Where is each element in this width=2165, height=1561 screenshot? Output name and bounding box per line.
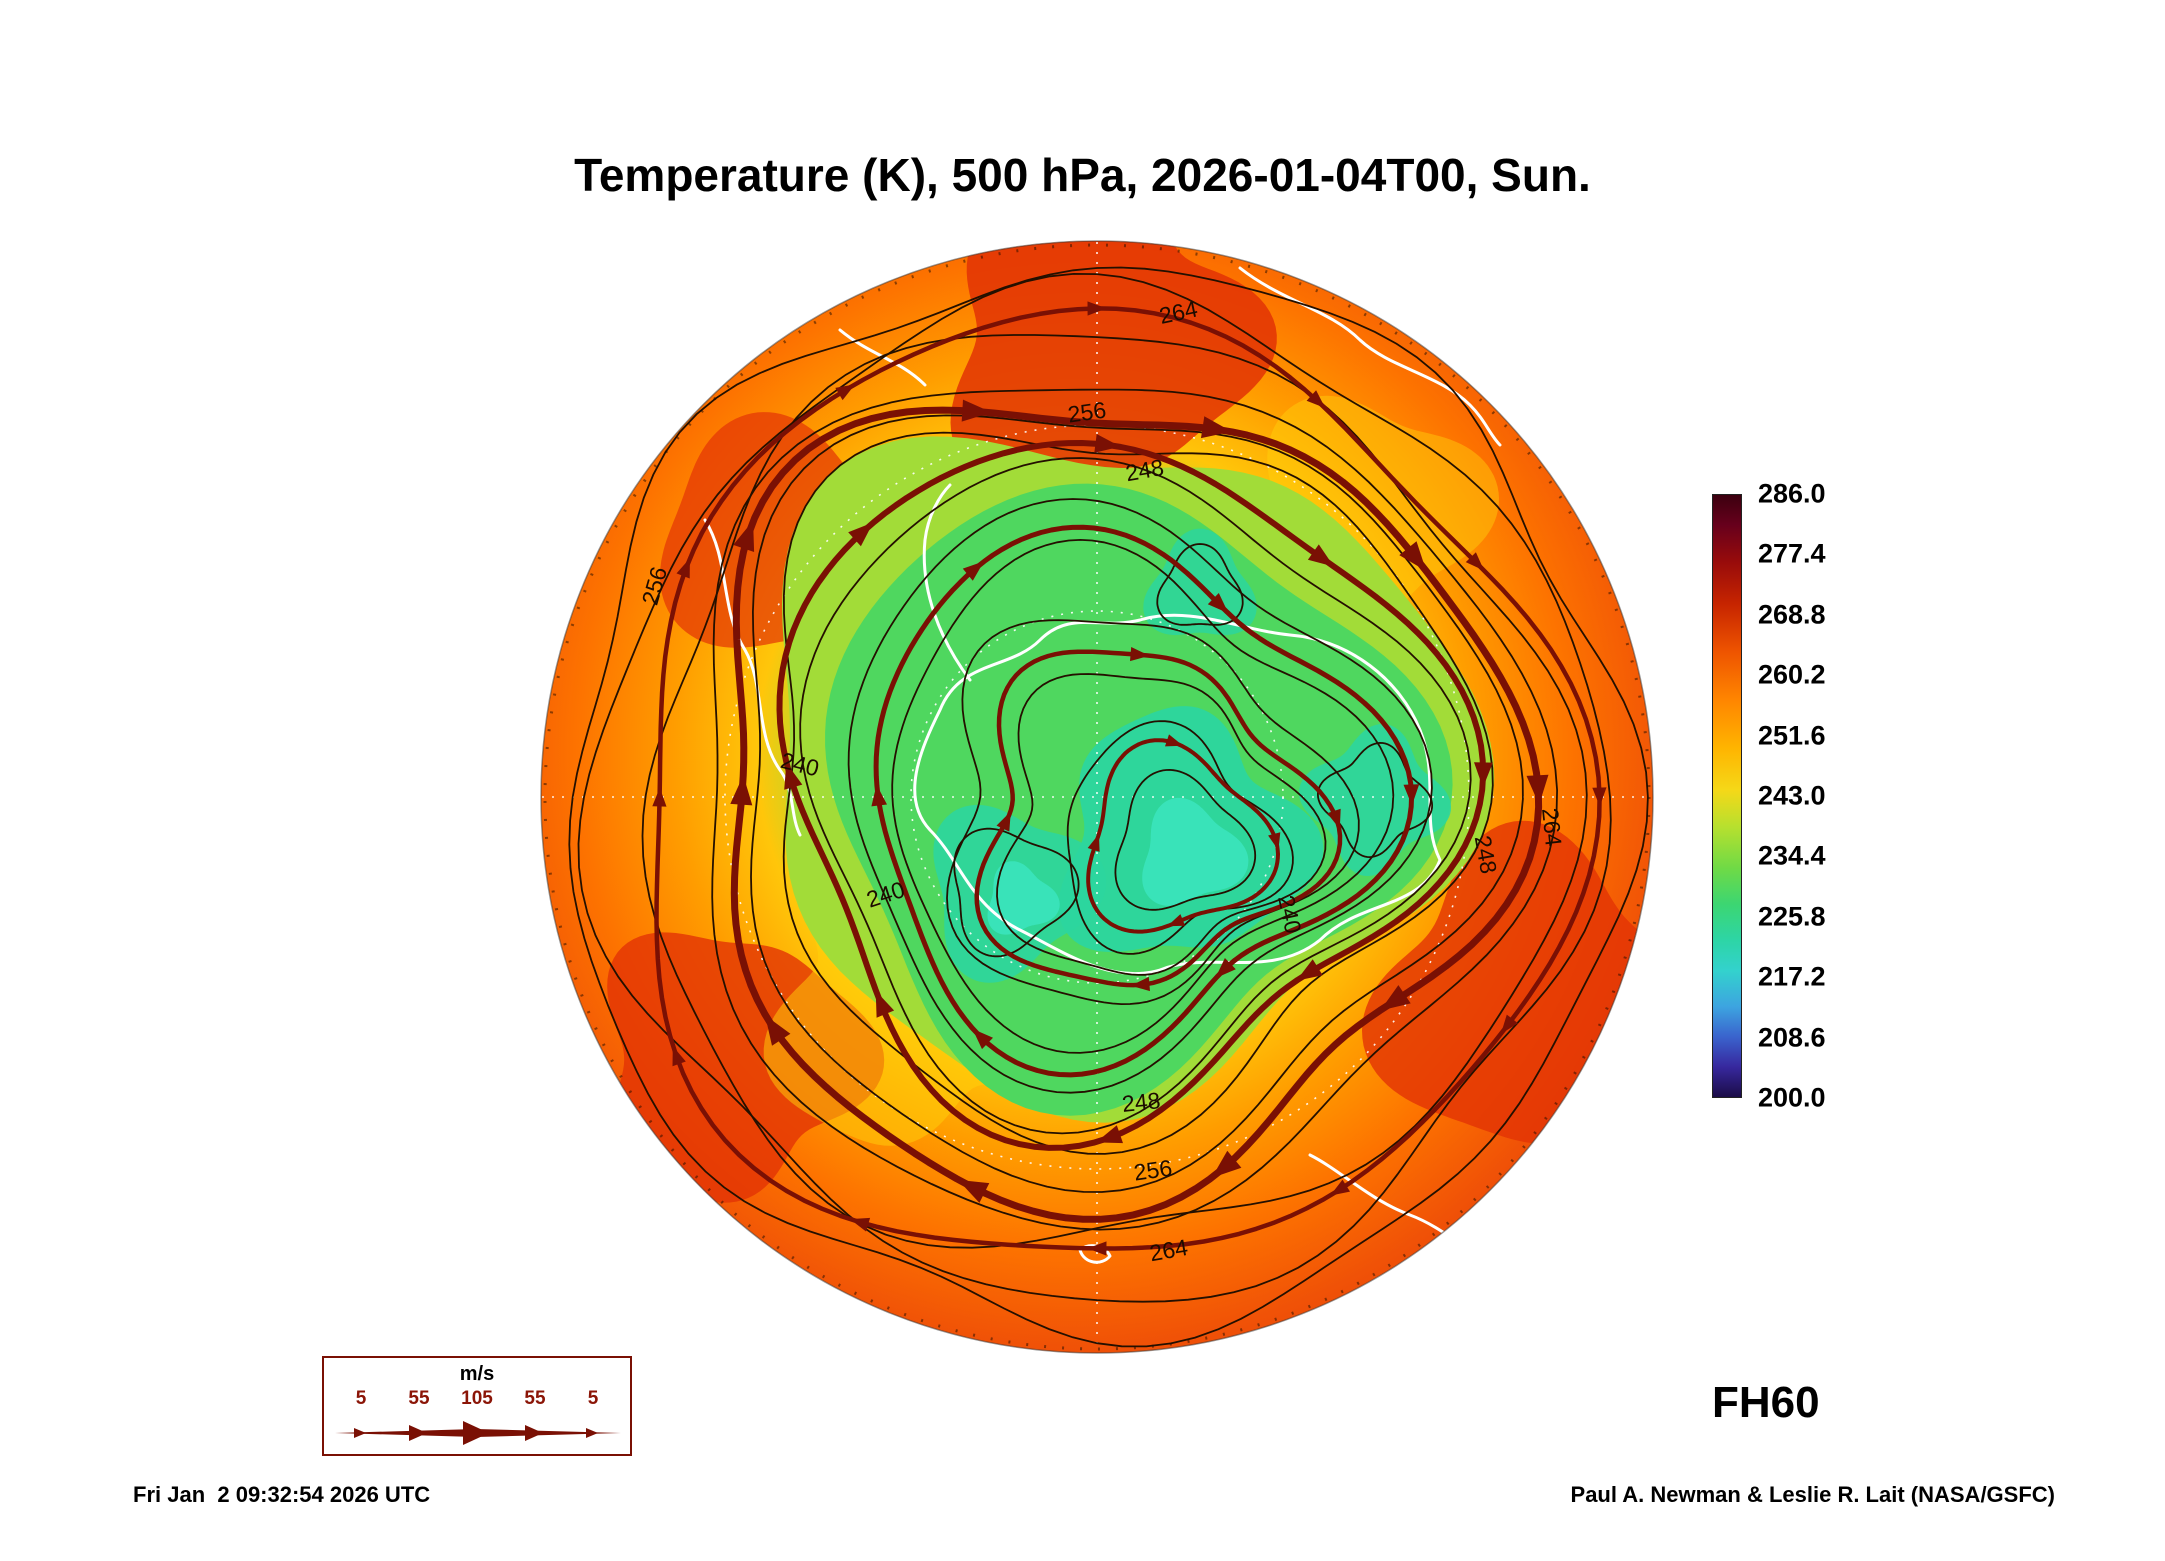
island-coastline [1078, 1244, 1112, 1264]
wind-streamline-layer [652, 301, 1607, 1256]
wind-legend-units: m/s [459, 1363, 495, 1385]
colorbar-tick-label: 225.8 [1758, 901, 1826, 932]
australia-coastline [1238, 266, 1502, 447]
wind-tick-label: 55 [524, 1388, 546, 1409]
colorbar-tick-label: 268.8 [1758, 599, 1826, 630]
colorbar-tick-label: 277.4 [1758, 538, 1826, 569]
colorbar-gradient [1712, 494, 1742, 1098]
creation-timestamp: Fri Jan 2 09:32:54 2026 UTC [133, 1482, 431, 1507]
colorbar-tick-label: 208.6 [1758, 1022, 1826, 1053]
contour-label-layer: 264 256 248 256 240 240 240 248 264 248 … [637, 295, 1567, 1266]
polar-map-svg: 264 256 248 256 240 240 240 248 264 248 … [540, 240, 1654, 1354]
map-rim-speckle [543, 243, 1651, 1351]
contour-label: 264 [1537, 807, 1567, 848]
contour-label: 248 [1121, 1087, 1162, 1117]
colorbar-tick-label: 260.2 [1758, 659, 1826, 690]
colorbar-tick-label: 286.0 [1758, 478, 1826, 509]
colorbar-tick-label: 217.2 [1758, 961, 1826, 992]
colorbar-tick-label: 251.6 [1758, 720, 1826, 751]
wind-legend-ticks: 5 55 105 55 5 [332, 1388, 622, 1410]
wind-tick-label: 55 [408, 1388, 430, 1409]
temperature-map: 264 256 248 256 240 240 240 248 264 248 … [540, 240, 1654, 1354]
colorbar-tick-label: 243.0 [1758, 780, 1826, 811]
filled-contour-layer [607, 241, 1653, 1203]
forecast-hour-label: FH60 [1712, 1378, 1820, 1427]
credit-line: Paul A. Newman & Leslie R. Lait (NASA/GS… [1570, 1482, 2055, 1507]
contour-label: 256 [1132, 1155, 1174, 1186]
antarctic-peninsula-coastline [922, 483, 972, 682]
contour-label: 256 [1066, 397, 1108, 428]
wind-arrow-scale-icon [335, 1421, 621, 1445]
wind-tick-label: 5 [355, 1388, 367, 1409]
colorbar-tick-label: 200.0 [1758, 1082, 1826, 1113]
wind-tick-label: 5 [587, 1388, 599, 1409]
map-boundary-circle [540, 240, 1654, 1354]
colorbar-tick-label: 234.4 [1758, 840, 1826, 871]
wind-speed-legend: m/s 5 55 105 55 5 [322, 1356, 632, 1456]
page-title: Temperature (K), 500 hPa, 2026-01-04T00,… [574, 149, 1591, 201]
wind-tick-label: 105 [461, 1388, 493, 1409]
colorbar: 286.0 277.4 268.8 260.2 251.6 243.0 234.… [1712, 479, 1932, 1113]
